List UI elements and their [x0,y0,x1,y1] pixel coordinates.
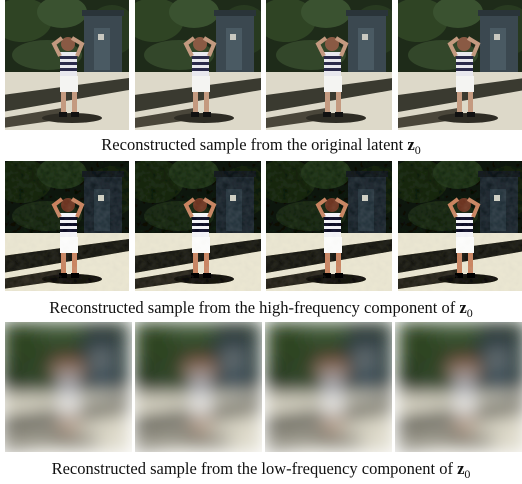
video-frame [388,157,522,291]
video-frame [388,0,522,130]
frame-image [256,318,401,452]
caption-symbol: z [457,459,464,478]
caption-text: Reconstructed sample from the original l… [101,135,403,154]
caption-text: Reconstructed sample from the high-frequ… [49,298,455,317]
frame-image [124,157,269,291]
video-frame [388,318,522,452]
caption-text: Reconstructed sample from the low-freque… [52,459,454,478]
video-frame [124,318,269,452]
caption-symbol: z [407,135,414,154]
frame-image [388,318,522,452]
frame-image [388,157,522,291]
caption-subscript: 0 [464,467,470,481]
video-frame [256,157,401,291]
caption-subscript: 0 [467,306,473,320]
frame-image [0,0,137,130]
video-frame [256,0,401,130]
frame-image [0,318,137,452]
caption: Reconstructed sample from the original l… [101,135,420,157]
frame-image [124,0,269,130]
video-frame [0,318,137,452]
video-frame [124,0,269,130]
caption-symbol: z [459,298,466,317]
frame-image [256,0,401,130]
caption: Reconstructed sample from the high-frequ… [49,298,472,320]
caption: Reconstructed sample from the low-freque… [52,459,471,481]
frame-image [0,157,137,291]
video-frame [0,0,137,130]
frame-image [256,157,401,291]
video-frame [124,157,269,291]
caption-subscript: 0 [415,143,421,157]
frame-image [124,318,269,452]
video-frame [256,318,401,452]
video-frame [0,157,137,291]
frame-image [388,0,522,130]
